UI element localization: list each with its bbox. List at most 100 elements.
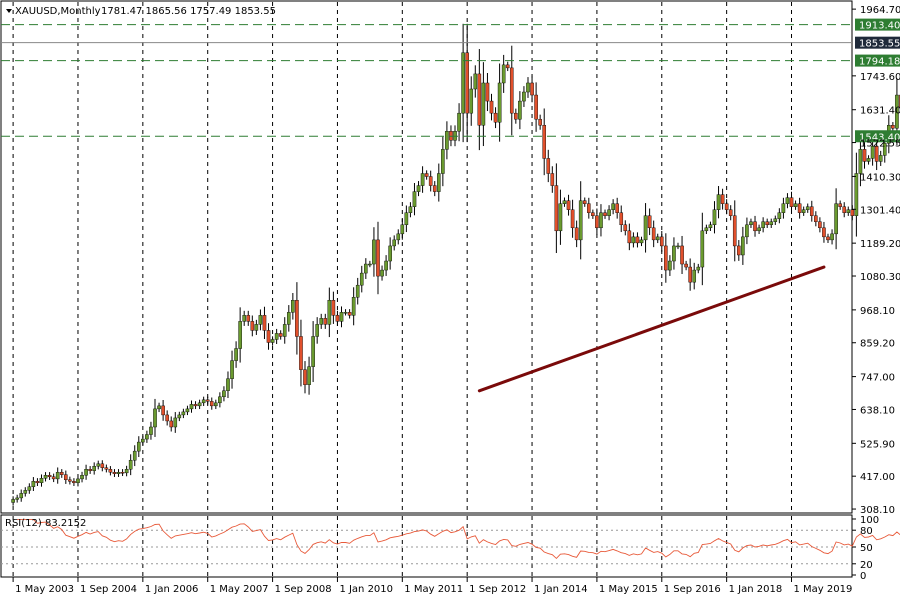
candle-body [619,212,624,226]
candle-body [161,405,165,416]
candle-body [611,203,615,210]
candle-body [891,125,895,129]
candle-body [708,224,713,229]
candle-body [627,230,632,244]
candle-body [615,203,619,213]
rsi-tick-label: 50 [860,543,873,554]
candle-body [303,369,307,385]
candle-body [749,221,753,226]
candle-body [651,227,656,241]
horizontal-levels: 1913.40 1853.55 1794.18 1543.40 [1,18,900,143]
candle-body [153,408,157,428]
candle-body [737,245,741,256]
y-tick-label: 1080.30 [860,272,900,283]
candle-body [193,404,198,407]
x-tick-label: 1 May 2003 [15,584,74,595]
candle-body [291,300,295,313]
candle-body [631,236,636,244]
rsi-tick-label: 0 [860,571,866,582]
candle-body [165,414,169,422]
candle-body [497,82,502,123]
candle-body [404,212,409,226]
candle-body [120,472,125,474]
candle-body [141,438,145,443]
candle-body [688,266,692,283]
candle-body [457,112,461,132]
rsi-panel [0,514,853,578]
candle-body [562,200,567,204]
candle-body [278,333,283,337]
candle-body [789,197,794,207]
candle-body [680,245,684,265]
rsi-tick-label: 80 [860,526,873,537]
candle-body [672,245,676,262]
candle-body [274,333,279,340]
candle-body [47,475,52,477]
x-tick-label: 1 Jan 2014 [534,584,588,595]
candle-body [773,218,778,222]
candle-body [420,173,425,186]
candle-body [412,191,417,207]
candle-body [327,300,332,325]
candle-body [39,478,44,484]
candle-body [591,212,595,216]
candle-body [96,463,101,467]
candle-body [599,212,603,229]
y-tick-label: 308.10 [860,505,895,516]
candle-body [149,426,153,435]
candle-body [128,459,133,470]
candle-body [639,239,644,244]
candle-body [797,203,802,213]
candle-body [793,203,798,207]
candle-body [643,215,648,241]
candle-body [858,149,863,174]
candle-body [595,215,599,229]
candle-body [874,146,879,162]
x-tick-label: 1 May 2011 [404,584,463,595]
vertical-grid [12,2,793,577]
candle-body [878,155,883,162]
candle-body [566,200,571,210]
candle-body [526,82,530,93]
candle-body [315,324,319,337]
candle-body [704,227,709,232]
rsi-tick-label: 20 [860,560,873,571]
ohlc-values: 1781.47 1865.56 1757.49 1853.55 [101,6,276,17]
dropdown-triangle-icon[interactable] [6,9,12,13]
candle-body [376,239,380,277]
candle-body [445,131,449,150]
candle-body [209,401,214,407]
candle-body [554,185,559,232]
candle-body [830,233,834,241]
candle-body [384,260,388,271]
candle-body [745,224,749,238]
candle-body [728,209,733,216]
candle-body [546,158,551,174]
trendline-layer [477,265,826,393]
x-tick-label: 1 Sep 2012 [469,584,526,595]
candle-body [311,336,315,367]
candle-body [27,486,32,491]
candle-body [380,269,384,277]
y-tick-label: 1522.55 [860,139,900,150]
x-tick-label: 1 Jan 2018 [729,584,783,595]
candle-body [295,300,299,337]
candle-body [720,194,725,204]
candle-body [76,478,80,484]
main-panel [0,0,853,514]
candle-body [518,100,522,120]
candle-body [436,173,441,192]
candle-body [299,336,303,370]
x-tick-label: 1 Jan 2010 [339,584,393,595]
candle-body [124,469,129,474]
candle-body [558,203,563,232]
candle-body [157,405,161,410]
y-tick-label: 525.90 [860,439,895,450]
candle-layer [11,23,900,506]
candle-body [432,185,437,192]
candle-body [587,203,591,213]
candle-body [428,176,433,186]
y-tick-label: 1189.20 [860,239,900,250]
y-tick-label: 1631.40 [860,106,900,117]
candle-body [757,227,761,232]
